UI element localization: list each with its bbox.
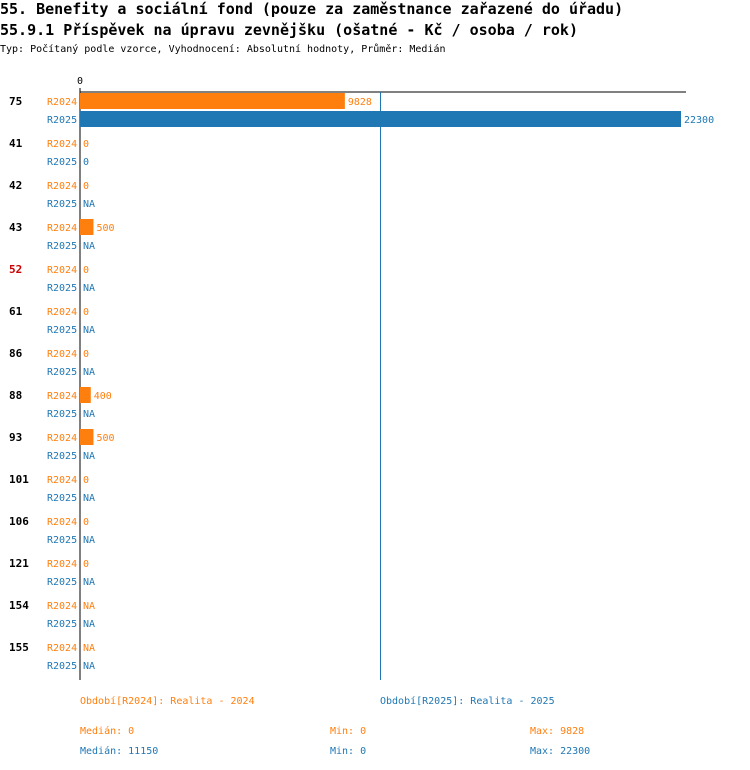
- value-label-r2024: 0: [83, 559, 89, 570]
- chart-subtitle: 55.9.1 Příspěvek na úpravu zevnějšku (oš…: [0, 21, 578, 39]
- series-label-r2025: R2025: [47, 577, 77, 588]
- category-label: 86: [9, 347, 23, 360]
- value-label-r2024: 0: [83, 517, 89, 528]
- value-label-r2024: 0: [83, 181, 89, 192]
- value-label-r2025: NA: [83, 535, 95, 546]
- series-label-r2024: R2024: [47, 517, 77, 528]
- category-label: 121: [9, 557, 29, 570]
- category-label: 93: [9, 431, 22, 444]
- value-label-r2024: 0: [83, 349, 89, 360]
- series-label-r2025: R2025: [47, 115, 77, 126]
- series-label-r2024: R2024: [47, 265, 77, 276]
- series-label-r2025: R2025: [47, 451, 77, 462]
- value-label-r2025: NA: [83, 241, 95, 252]
- value-label-r2025: NA: [83, 493, 95, 504]
- bar-r2024: [80, 429, 94, 445]
- bar-r2024: [80, 219, 94, 235]
- value-label-r2025: NA: [83, 619, 95, 630]
- series-label-r2025: R2025: [47, 325, 77, 336]
- value-label-r2024: 0: [83, 475, 89, 486]
- series-label-r2025: R2025: [47, 157, 77, 168]
- series-label-r2024: R2024: [47, 601, 77, 612]
- value-label-r2025: NA: [83, 325, 95, 336]
- value-label-r2024: NA: [83, 643, 95, 654]
- chart-type-line: Typ: Počítaný podle vzorce, Vyhodnocení:…: [0, 44, 446, 55]
- category-label: 75: [9, 95, 22, 108]
- series-label-r2024: R2024: [47, 223, 77, 234]
- bar-r2025: [80, 111, 681, 127]
- category-label: 106: [9, 515, 29, 528]
- value-label-r2025: NA: [83, 661, 95, 672]
- series-label-r2024: R2024: [47, 97, 77, 108]
- value-label-r2024: 0: [83, 265, 89, 276]
- value-label-r2024: 0: [83, 307, 89, 318]
- value-label-r2025: 0: [83, 157, 89, 168]
- value-label-r2025: NA: [83, 283, 95, 294]
- value-label-r2024: 500: [96, 223, 114, 234]
- category-label: 43: [9, 221, 22, 234]
- series-label-r2025: R2025: [47, 493, 77, 504]
- series-label-r2025: R2025: [47, 241, 77, 252]
- legend-r2025-median: Medián: 11150: [80, 746, 159, 757]
- series-label-r2024: R2024: [47, 307, 77, 318]
- value-label-r2025: NA: [83, 451, 95, 462]
- value-label-r2025: NA: [83, 577, 95, 588]
- value-label-r2024: 0: [83, 139, 89, 150]
- series-label-r2025: R2025: [47, 367, 77, 378]
- series-label-r2025: R2025: [47, 409, 77, 420]
- category-label: 52: [9, 263, 22, 276]
- value-label-r2024: 500: [96, 433, 114, 444]
- category-label: 88: [9, 389, 22, 402]
- legend-r2025-min: Min: 0: [330, 746, 367, 757]
- bar-r2024: [80, 93, 345, 109]
- series-label-r2025: R2025: [47, 661, 77, 672]
- legend-r2025-period: Období[R2025]: Realita - 2025: [380, 696, 555, 707]
- series-label-r2024: R2024: [47, 433, 77, 444]
- bar-r2024: [80, 387, 91, 403]
- category-label: 41: [9, 137, 23, 150]
- series-label-r2024: R2024: [47, 643, 77, 654]
- value-label-r2025: NA: [83, 409, 95, 420]
- series-label-r2025: R2025: [47, 199, 77, 210]
- value-label-r2025: NA: [83, 199, 95, 210]
- series-label-r2025: R2025: [47, 619, 77, 630]
- series-label-r2024: R2024: [47, 349, 77, 360]
- category-label: 61: [9, 305, 23, 318]
- x-tick-label: 0: [77, 76, 83, 87]
- category-label: 101: [9, 473, 29, 486]
- series-label-r2024: R2024: [47, 559, 77, 570]
- value-label-r2024: 400: [94, 391, 112, 402]
- value-label-r2025: NA: [83, 367, 95, 378]
- category-label: 154: [9, 599, 29, 612]
- legend-r2024-period: Období[R2024]: Realita - 2024: [80, 696, 255, 707]
- value-label-r2024: 9828: [348, 97, 372, 108]
- bar-chart: 0 75 R2024 R2025 9828 22300 41 R2024 R2025 0 0 42 R2…: [9, 76, 714, 680]
- category-label: 42: [9, 179, 22, 192]
- series-label-r2024: R2024: [47, 181, 77, 192]
- series-label-r2024: R2024: [47, 391, 77, 402]
- series-label-r2024: R2024: [47, 475, 77, 486]
- series-label-r2025: R2025: [47, 283, 77, 294]
- series-label-r2025: R2025: [47, 535, 77, 546]
- chart-title: 55. Benefity a sociální fond (pouze za z…: [0, 0, 624, 18]
- value-label-r2025: 22300: [684, 115, 714, 126]
- legend-r2024-max: Max: 9828: [530, 726, 585, 737]
- category-label: 155: [9, 641, 29, 654]
- series-label-r2024: R2024: [47, 139, 77, 150]
- legend-r2025-max: Max: 22300: [530, 746, 591, 757]
- legend-r2024-median: Medián: 0: [80, 726, 135, 737]
- value-label-r2024: NA: [83, 601, 95, 612]
- legend-r2024-min: Min: 0: [330, 726, 367, 737]
